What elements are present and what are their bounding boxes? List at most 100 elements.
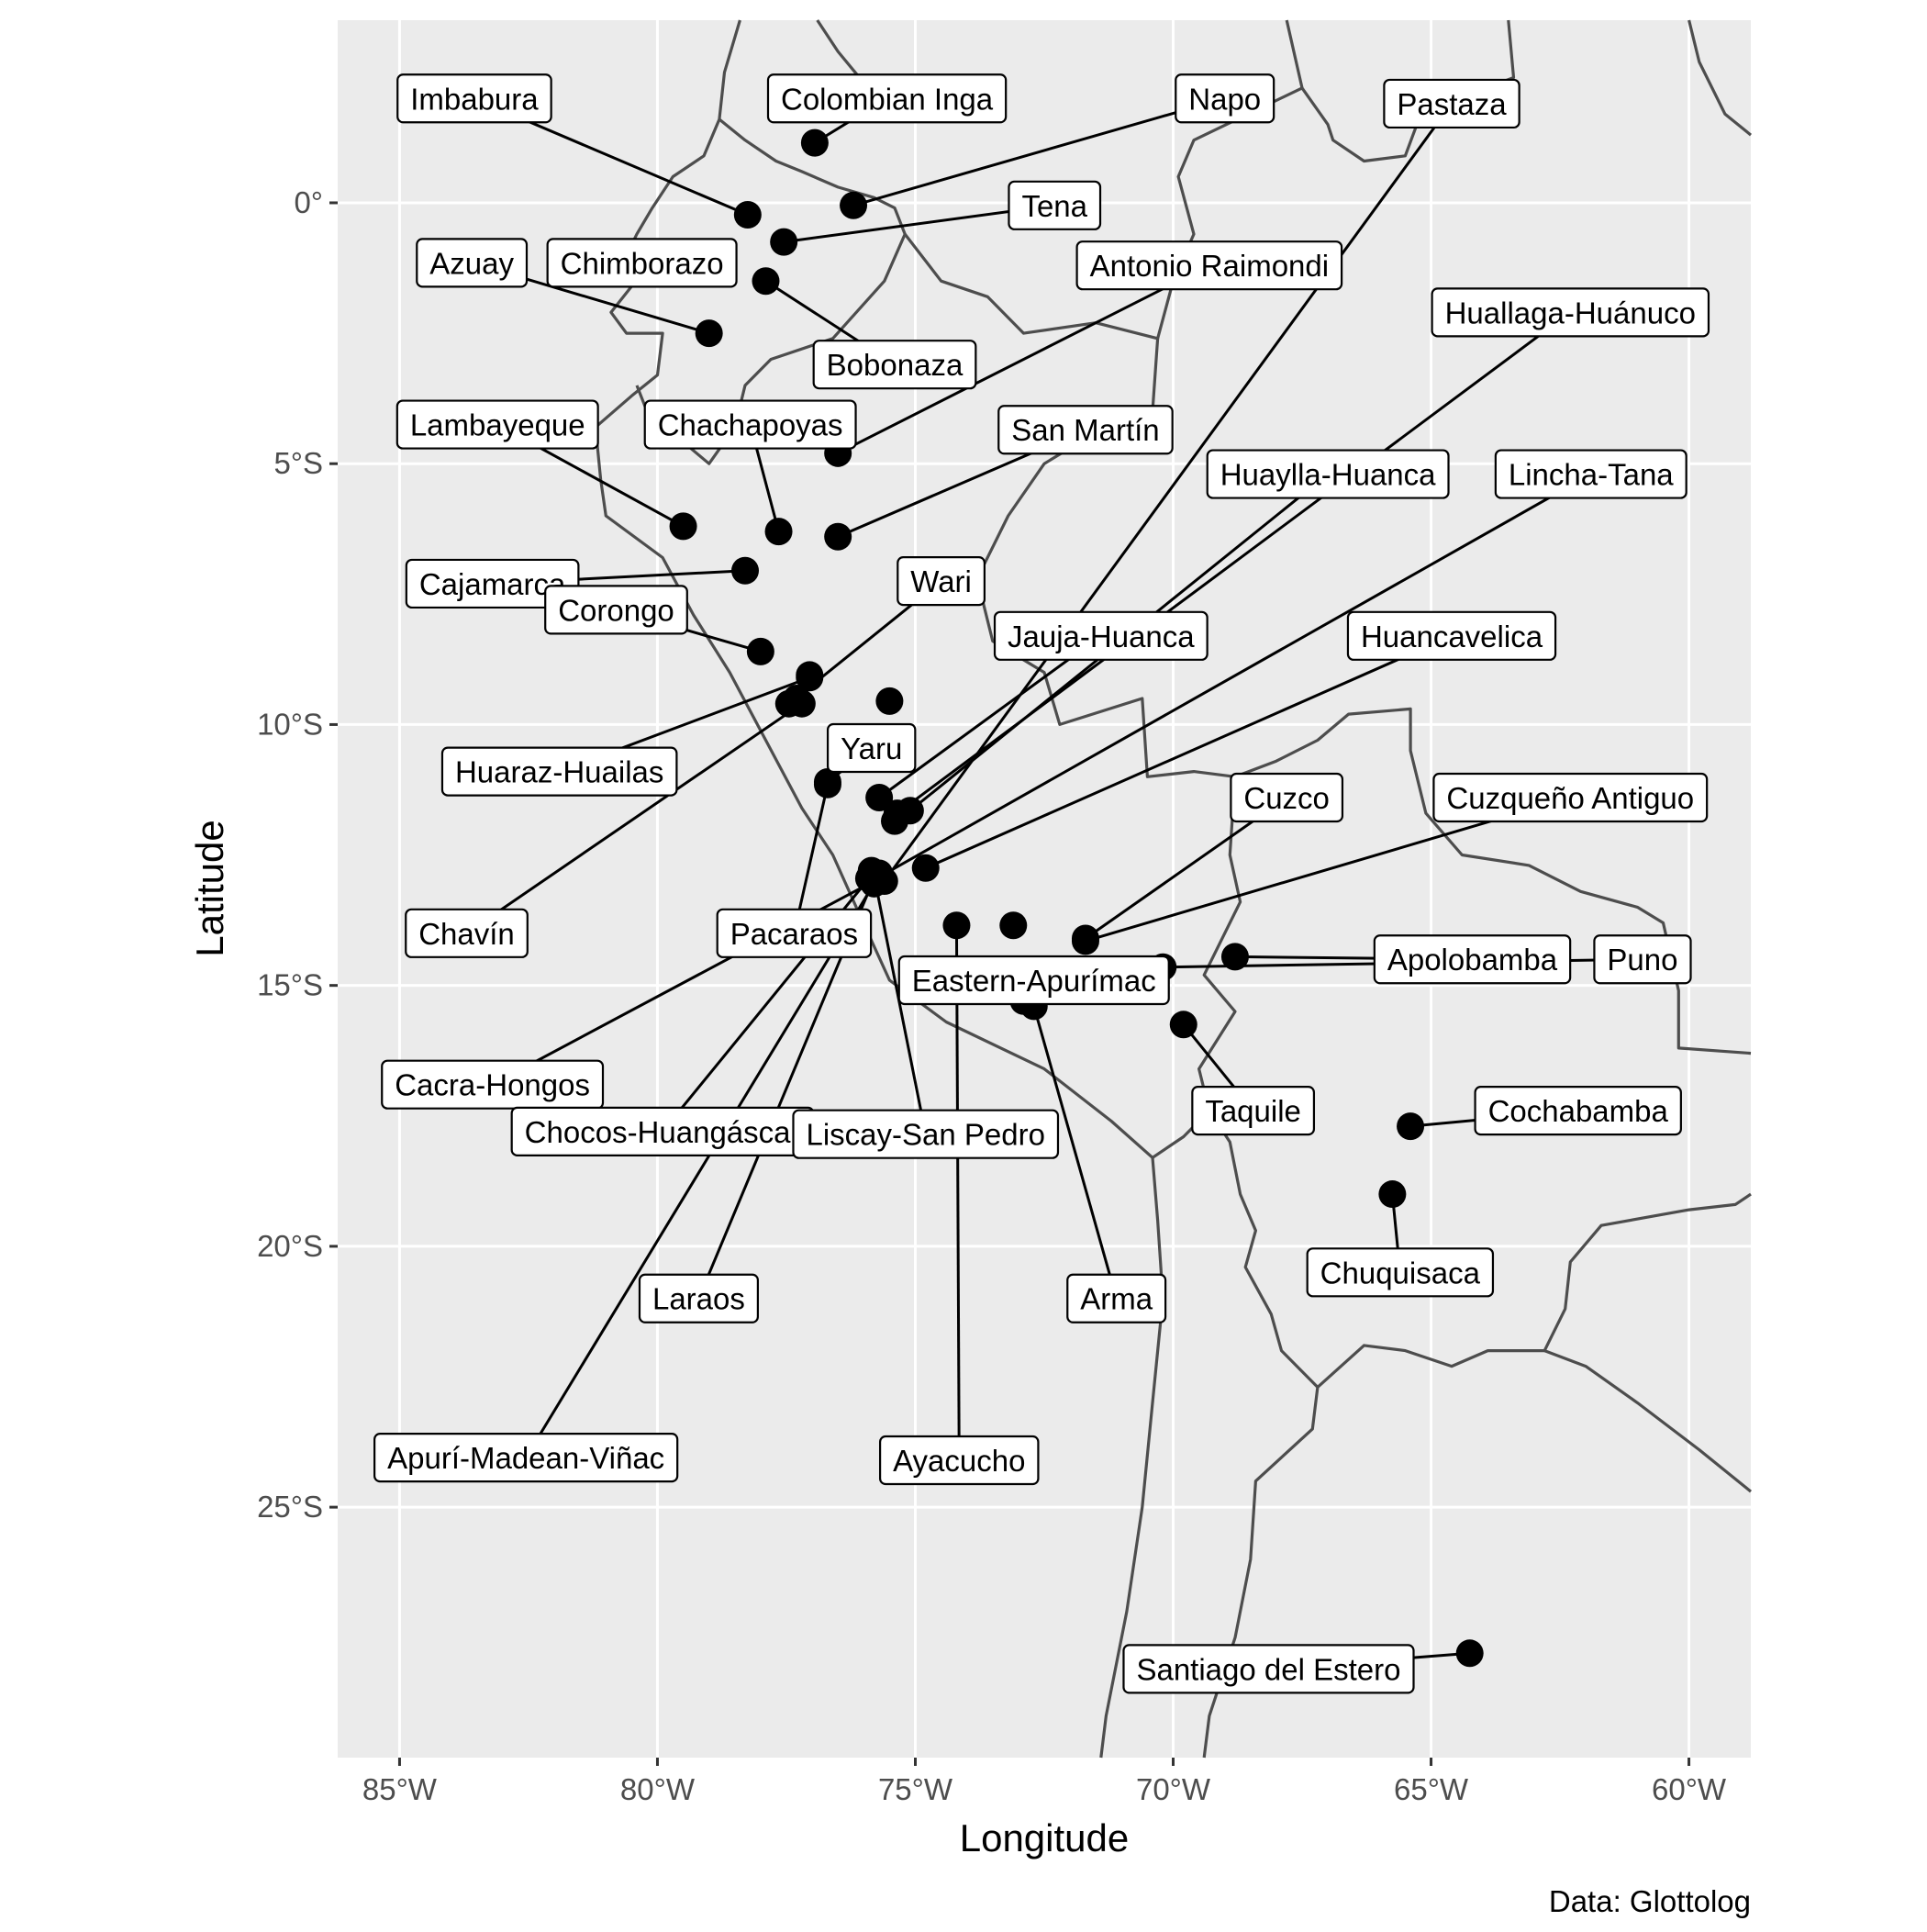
label-text: Pacaraos — [730, 917, 858, 951]
language-point — [999, 911, 1028, 940]
label-box — [395, 399, 599, 450]
label-box — [643, 399, 857, 450]
x-tick-label: 65°W — [1394, 1772, 1469, 1806]
point-label: Cuzco — [1230, 772, 1344, 823]
label-box — [826, 722, 917, 774]
y-tick-label: 15°S — [257, 968, 323, 1002]
country-border — [1688, 19, 1753, 137]
language-point — [800, 128, 829, 157]
label-text: Corongo — [558, 593, 674, 627]
label-box — [638, 1273, 759, 1323]
label-text: Arma — [1080, 1282, 1153, 1316]
label-box — [1306, 1247, 1495, 1298]
label-box — [812, 340, 977, 390]
language-point — [911, 854, 940, 882]
label-box — [897, 955, 1170, 1006]
label-text: Chavín — [418, 917, 515, 951]
label-box — [878, 1435, 1040, 1486]
label-box — [1191, 1085, 1316, 1136]
country-border — [1202, 1110, 1320, 1759]
language-point — [875, 687, 904, 715]
label-text: Liscay-San Pedro — [806, 1118, 1044, 1152]
y-axis-title: Latitude — [188, 820, 231, 956]
label-box — [373, 1433, 679, 1483]
point-label: San Martín — [997, 405, 1174, 455]
label-text: Chimborazo — [561, 246, 724, 280]
country-border — [635, 117, 907, 465]
label-text: Imbabura — [410, 82, 539, 116]
language-point — [669, 512, 697, 541]
data-points — [669, 128, 1484, 1668]
label-box — [766, 73, 1008, 124]
point-label: Wari — [897, 556, 986, 607]
label-text: Huaylla-Huanca — [1220, 458, 1436, 492]
country-border — [1316, 1192, 1752, 1389]
label-box — [716, 908, 873, 958]
language-point — [783, 685, 811, 713]
point-label: Huallaga-Huánuco — [1431, 287, 1710, 338]
x-axis: 85°W 80°W 75°W 70°W 65°W 60°W — [362, 1758, 1727, 1806]
language-point — [796, 661, 824, 689]
label-box — [1373, 934, 1572, 985]
leader-line — [524, 883, 875, 1458]
label-text: Huancavelica — [1361, 620, 1543, 653]
language-point — [1378, 1180, 1407, 1209]
label-text: Pastaza — [1397, 87, 1507, 121]
label-text: Cajamarca — [419, 567, 566, 601]
leader-line — [925, 634, 1453, 870]
leader-line — [465, 702, 803, 935]
label-text: Laraos — [652, 1282, 745, 1316]
point-label: Liscay-San Pedro — [792, 1109, 1060, 1159]
x-tick-label: 75°W — [878, 1772, 953, 1806]
language-point — [881, 807, 909, 835]
language-point — [731, 556, 760, 585]
y-tick-label: 25°S — [257, 1490, 323, 1524]
label-box — [997, 405, 1174, 455]
label-box — [1474, 1085, 1682, 1136]
label-text: Puno — [1607, 943, 1677, 977]
label-box — [1230, 772, 1344, 823]
label-box — [405, 908, 529, 958]
label-text: Chachapoyas — [658, 408, 843, 442]
leader-line — [878, 634, 1102, 799]
point-label: Cochabamba — [1474, 1085, 1682, 1136]
caption: Data: Glottolog — [1549, 1884, 1751, 1918]
point-label: Huancavelica — [1346, 610, 1557, 661]
label-text: Huaraz-Huailas — [455, 755, 663, 789]
language-point — [746, 637, 774, 665]
label-box — [1431, 287, 1710, 338]
label-text: Huallaga-Huánuco — [1445, 296, 1696, 329]
y-tick-label: 0° — [294, 185, 323, 219]
label-text: Chuquisaca — [1320, 1256, 1481, 1290]
label-text: Colombian Inga — [781, 82, 994, 116]
leader-line — [852, 96, 1226, 207]
language-point — [824, 522, 852, 551]
label-box — [1432, 772, 1709, 823]
label-text: Eastern-Apurímac — [912, 964, 1156, 998]
y-tick-label: 10°S — [257, 707, 323, 741]
label-text: Cacra-Hongos — [395, 1068, 590, 1102]
label-box — [440, 746, 678, 797]
x-tick-label: 85°W — [362, 1772, 438, 1806]
point-label: Chimborazo — [546, 238, 738, 288]
label-text: Apurí-Madean-Viñac — [387, 1441, 664, 1475]
y-tick-label: 5°S — [273, 446, 323, 480]
point-label: Cacra-Hongos — [381, 1059, 605, 1110]
point-label: Antonio Raimondi — [1075, 240, 1343, 291]
point-label: Eastern-Apurímac — [897, 955, 1170, 1006]
label-text: Cuzqueño Antiguo — [1446, 781, 1694, 815]
language-point — [764, 518, 793, 546]
language-point — [1169, 1011, 1197, 1039]
point-label: Chuquisaca — [1306, 1247, 1495, 1298]
x-tick-label: 70°W — [1136, 1772, 1211, 1806]
label-text: Wari — [910, 564, 972, 598]
label-text: Yaru — [841, 731, 902, 765]
point-label: Bobonaza — [812, 340, 977, 390]
language-point — [770, 228, 798, 256]
label-text: Bobonaza — [827, 348, 964, 382]
label-box — [792, 1109, 1060, 1159]
label-text: Lambayeque — [410, 408, 585, 442]
label-text: Cuzco — [1243, 781, 1330, 815]
